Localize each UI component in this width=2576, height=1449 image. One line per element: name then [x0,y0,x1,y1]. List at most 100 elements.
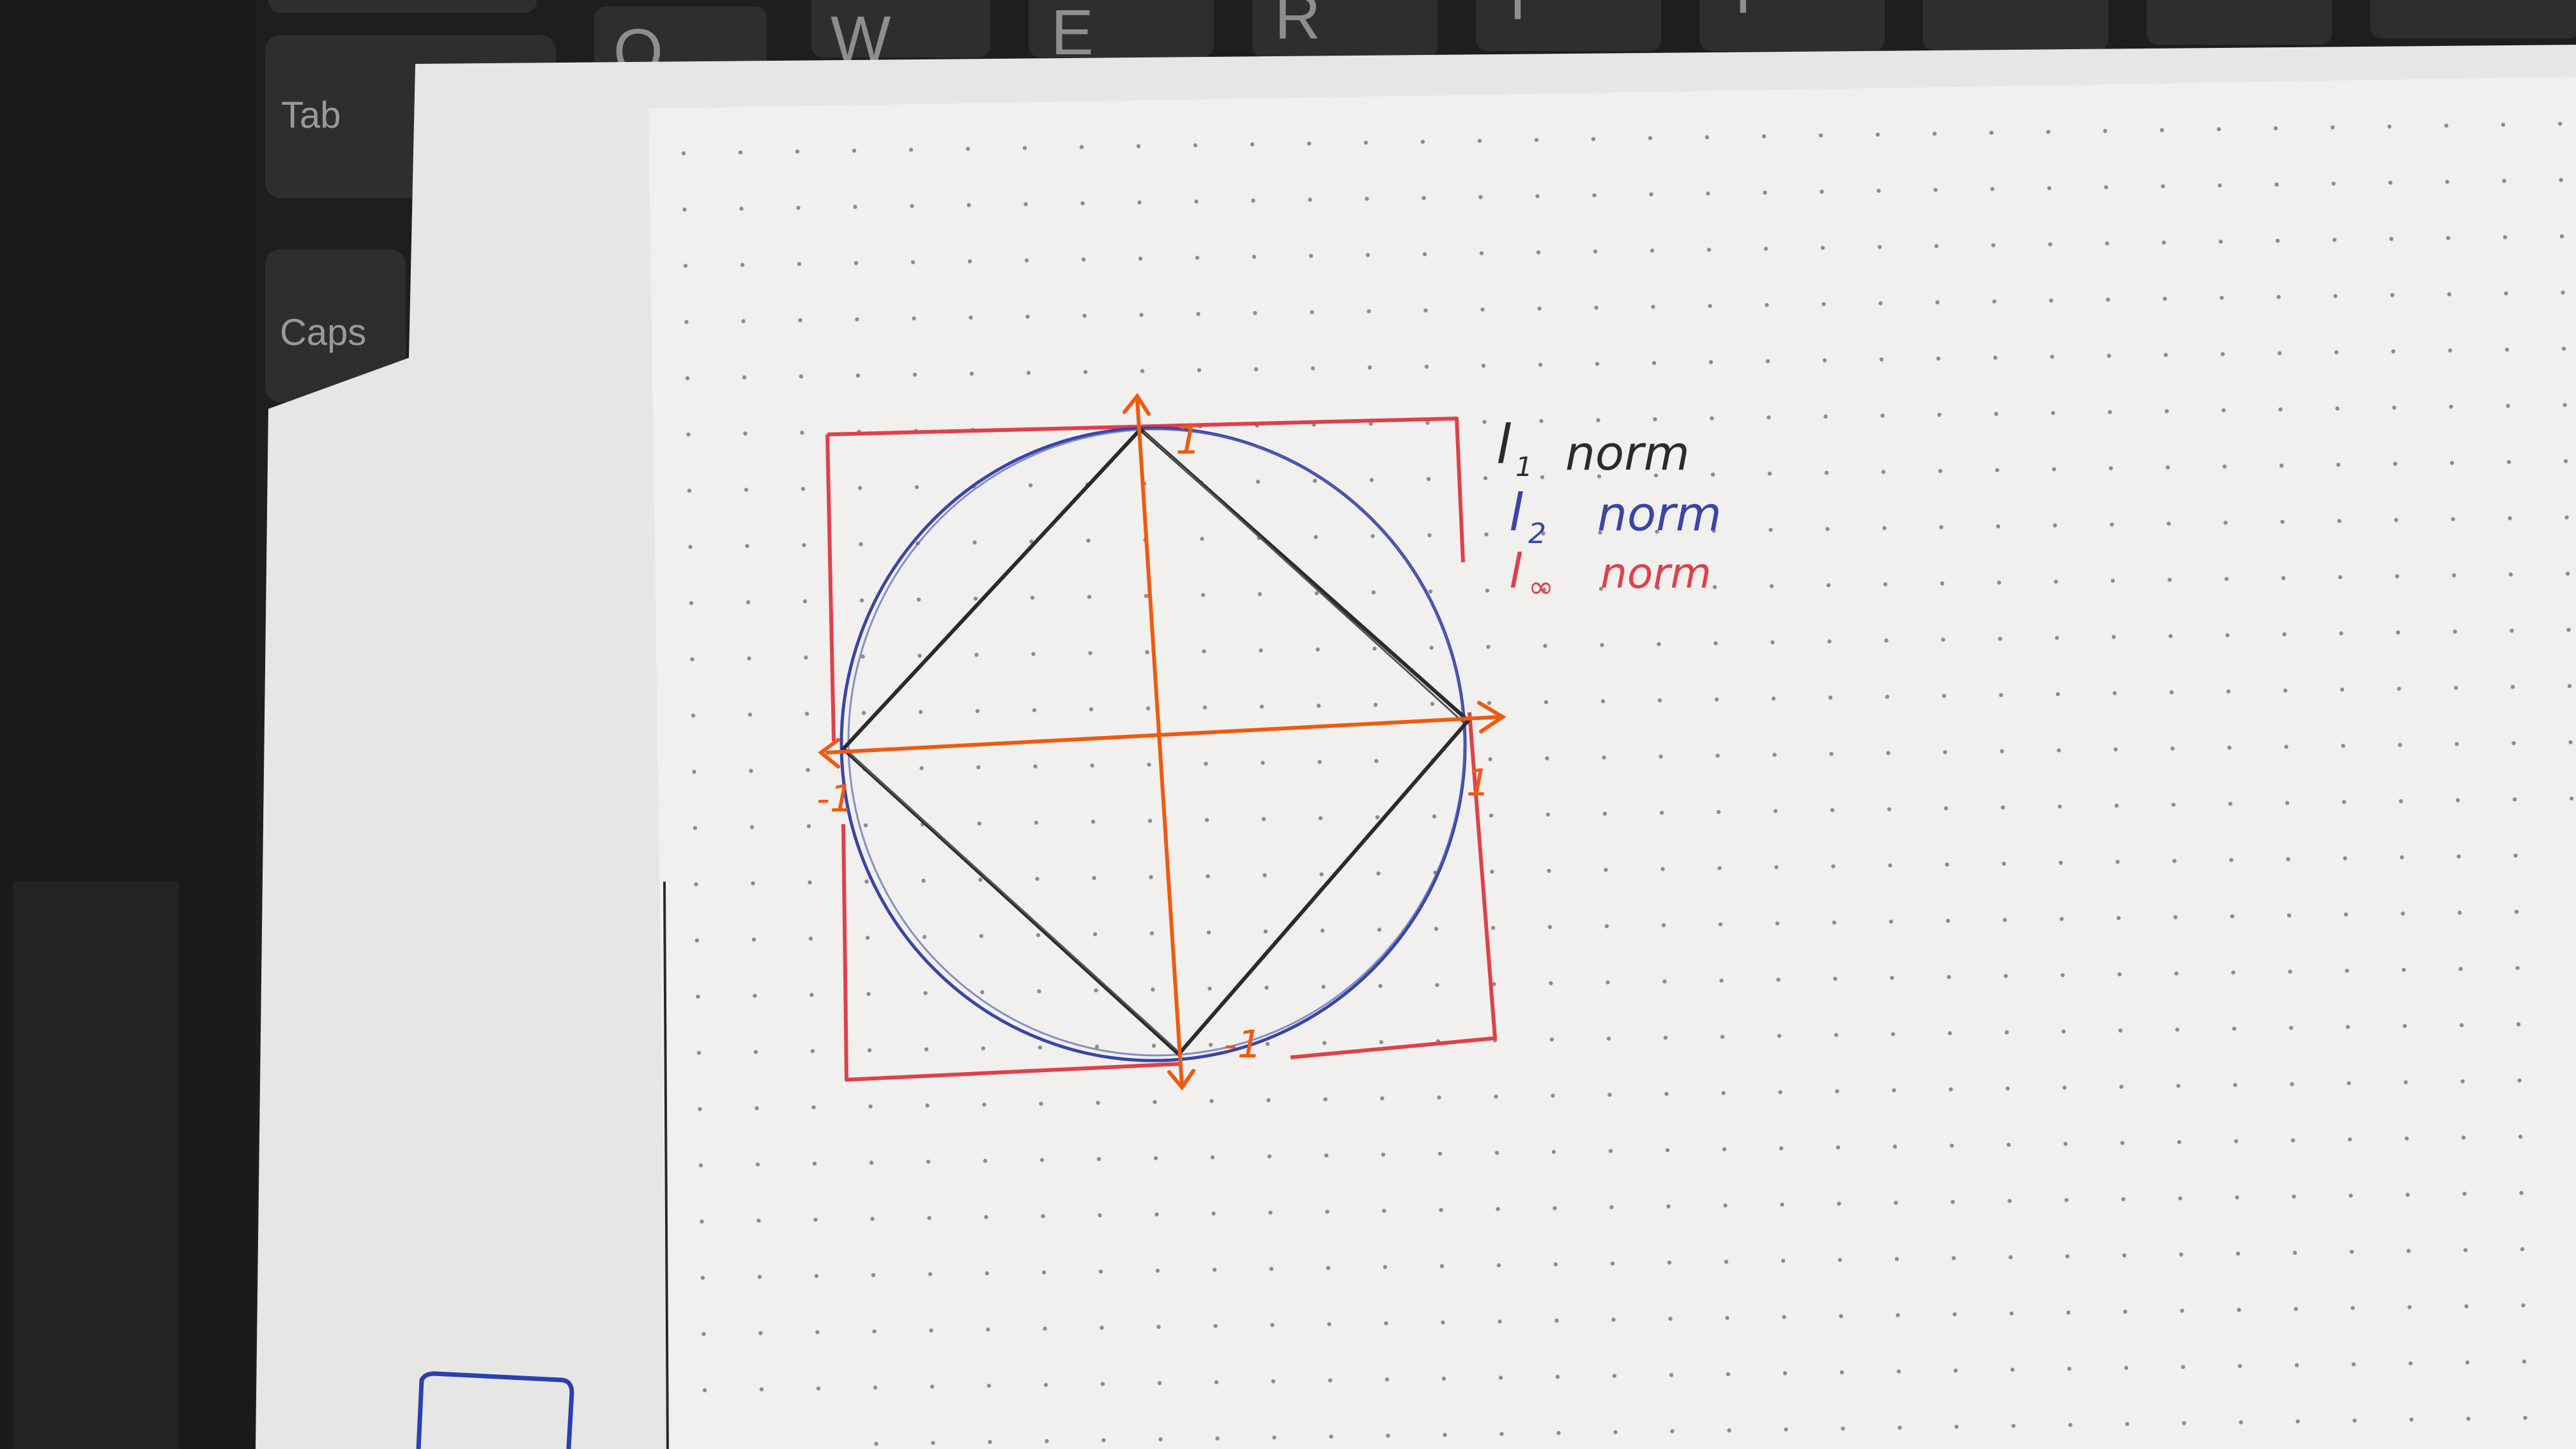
grid-dot [2220,296,2224,300]
grid-dot [2176,1084,2181,1088]
grid-dot [808,937,813,941]
grid-dot [1432,814,1437,819]
grid-dot [742,375,747,379]
grid-dot [2180,1308,2184,1313]
grid-dot [976,765,981,770]
grid-dot [2446,236,2451,240]
grid-dot [1784,1427,1788,1432]
grid-dot [1202,705,1208,710]
grid-dot [1045,1439,1049,1443]
grid-dot [2234,1139,2239,1144]
grid-dot [1885,694,1890,699]
grid-dot [1377,928,1382,932]
grid-dot [2565,571,2570,576]
grid-dot [1821,302,1826,307]
grid-dot [2288,969,2292,974]
grid-dot [1991,243,1996,247]
grid-dot [1376,871,1381,876]
grid-dot [749,769,753,773]
grid-dot [2510,685,2515,689]
grid-dot [2062,1085,2067,1090]
grid-dot [2349,1193,2353,1198]
grid-dot [2239,1420,2243,1425]
grid-dot [1830,808,1835,813]
grid-dot [1834,1032,1839,1038]
grid-dot [1480,307,1485,312]
grid-dot [746,600,751,604]
grid-dot [1660,867,1665,871]
grid-dot [2504,291,2508,296]
grid-dot [1606,1036,1611,1041]
grid-dot [1441,1376,1446,1381]
grid-dot [2460,1079,2465,1084]
grid-dot [755,1106,759,1110]
grid-dot [2395,574,2400,579]
grid-dot [1597,474,1602,479]
grid-dot [1157,1381,1162,1385]
grid-dot [1659,811,1664,815]
grid-dot [1887,807,1892,811]
grid-dot [1826,583,1831,588]
grid-dot [1708,360,1713,364]
grid-dot [2011,1423,2016,1428]
grid-dot [1208,986,1212,991]
grid-dot [1714,697,1719,702]
grid-dot [2050,355,2055,359]
grid-dot [795,150,800,154]
grid-dot [1820,189,1824,194]
grid-dot [1947,975,1951,979]
grid-dot [1549,1037,1554,1042]
grid-dot [2233,1083,2237,1087]
grid-dot [2229,858,2234,862]
grid-dot [1951,1200,1955,1204]
grid-dot [1491,926,1496,930]
grid-dot [2060,973,2065,977]
grid-dot [753,993,757,998]
grid-dot [1101,1438,1106,1443]
grid-dot [1484,532,1489,537]
grid-dot [1328,1378,1333,1383]
grid-dot [1547,868,1551,873]
grid-dot [1943,806,1949,811]
grid-dot [1894,1200,1898,1205]
grid-dot [2390,293,2395,298]
grid-dot [1498,1319,1502,1324]
grid-dot [2453,686,2458,690]
grid-dot [1611,1317,1616,1322]
grid-dot [855,373,861,378]
grid-dot [2063,1142,2068,1146]
grid-dot [753,1050,758,1054]
tick-label-y-top: 1 [1176,417,1200,463]
grid-dot [1315,647,1320,652]
grid-dot [1657,642,1661,647]
grid-dot [931,1441,935,1445]
grid-dot [755,1162,760,1167]
grid-dot [1479,251,1484,256]
grid-dot [2463,1248,2468,1252]
grid-dot [1820,245,1825,250]
grid-dot [927,1216,931,1220]
grid-dot [2338,575,2343,579]
grid-dot [1556,1430,1561,1436]
grid-dot [1039,1101,1043,1106]
grid-dot [979,933,984,939]
grid-dot [1541,531,1545,536]
grid-dot [1367,365,1372,370]
grid-dot [758,1331,763,1335]
grid-dot [919,766,924,770]
grid-dot [1365,197,1369,201]
grid-dot [2512,797,2517,802]
grid-dot [1081,257,1086,262]
grid-dot [2177,1140,2182,1144]
grid-dot [1598,530,1602,535]
grid-dot [1894,1257,1899,1261]
grid-dot [1214,1380,1219,1384]
grid-dot [1312,479,1317,483]
grid-dot [2449,404,2453,409]
grid-dot [1657,698,1662,703]
grid-dot [2047,186,2051,190]
grid-dot [1945,862,1949,867]
grid-dot [1549,981,1553,986]
grid-dot [1209,1099,1214,1103]
grid-dot [1213,1324,1218,1328]
